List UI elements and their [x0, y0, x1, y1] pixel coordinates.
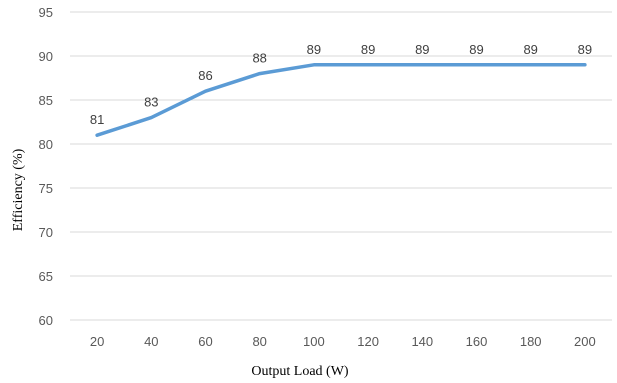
- y-tick-label: 65: [39, 269, 53, 284]
- series-line: [95, 63, 587, 137]
- data-label: 89: [578, 42, 592, 57]
- x-tick-label: 80: [252, 334, 266, 349]
- x-tick-label: 120: [357, 334, 379, 349]
- x-axis-title: Output Load (W): [251, 364, 349, 379]
- x-axis-tick-labels: 20 40 60 80 100 120 140 160 180 200: [90, 334, 596, 349]
- x-tick-label: 40: [144, 334, 158, 349]
- data-label: 88: [252, 51, 266, 66]
- x-tick-label: 60: [198, 334, 212, 349]
- data-label: 89: [469, 42, 483, 57]
- y-tick-label: 60: [39, 313, 53, 328]
- y-axis-title: Efficiency (%): [11, 148, 26, 231]
- data-label: 89: [523, 42, 537, 57]
- y-tick-label: 75: [39, 181, 53, 196]
- gridlines: [70, 11, 612, 321]
- data-label: 81: [90, 112, 104, 127]
- y-tick-label: 85: [39, 93, 53, 108]
- x-tick-label: 140: [411, 334, 433, 349]
- data-labels: 81 83 86 88 89 89 89 89 89 89: [90, 42, 592, 127]
- y-tick-label: 80: [39, 137, 53, 152]
- y-axis-tick-labels: 60 65 70 75 80 85 90 95: [39, 5, 53, 328]
- y-tick-label: 90: [39, 49, 53, 64]
- x-tick-label: 20: [90, 334, 104, 349]
- x-tick-label: 180: [520, 334, 542, 349]
- y-tick-label: 70: [39, 225, 53, 240]
- data-label: 83: [144, 95, 158, 110]
- data-label: 89: [361, 42, 375, 57]
- series-layer: [95, 63, 587, 137]
- data-label: 86: [198, 68, 212, 83]
- data-label: 89: [307, 42, 321, 57]
- x-tick-label: 100: [303, 334, 325, 349]
- x-tick-label: 160: [466, 334, 488, 349]
- y-tick-label: 95: [39, 5, 53, 20]
- x-tick-label: 200: [574, 334, 596, 349]
- data-label: 89: [415, 42, 429, 57]
